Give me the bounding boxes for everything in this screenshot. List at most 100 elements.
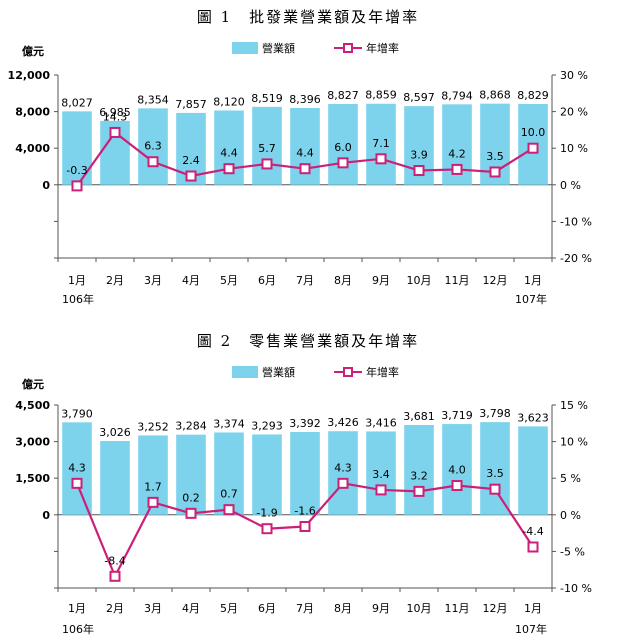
growth-point xyxy=(71,180,83,192)
growth-value-label: 4.2 xyxy=(448,147,466,160)
growth-value-label: 3.2 xyxy=(410,469,428,482)
growth-value-label: -0.3 xyxy=(66,164,87,177)
growth-value-label: 6.3 xyxy=(144,140,162,153)
bar xyxy=(518,426,548,515)
growth-value-label: 6.0 xyxy=(334,141,352,154)
growth-point xyxy=(527,142,539,154)
right-tick-label: 0 % xyxy=(560,509,581,522)
growth-value-label: 4.4 xyxy=(296,147,314,160)
legend-bar-swatch xyxy=(232,42,258,54)
category-label: 2月 xyxy=(106,602,124,615)
growth-point xyxy=(451,480,463,492)
growth-value-label: 4.4 xyxy=(220,147,238,160)
bar-value-label: 6,985 xyxy=(99,106,131,119)
category-label: 12月 xyxy=(483,602,508,615)
bar-value-label: 8,827 xyxy=(327,89,359,102)
growth-value-label: 7.1 xyxy=(372,137,390,150)
growth-value-label: 3.5 xyxy=(486,467,504,480)
bar-value-label: 3,284 xyxy=(175,420,207,433)
growth-point xyxy=(489,166,501,178)
growth-point xyxy=(375,484,387,496)
growth-value-label: 10.0 xyxy=(521,126,546,139)
category-label: 9月 xyxy=(372,602,390,615)
bar-value-label: 8,354 xyxy=(137,93,169,106)
growth-point xyxy=(185,507,197,519)
right-tick-label: -10 % xyxy=(560,215,592,228)
bar xyxy=(176,434,206,515)
bar-value-label: 3,681 xyxy=(403,410,435,423)
bar xyxy=(404,424,434,515)
chart-1-growth-labels: -0.3 14.3 6.3 2.4 4.4 5.7 4.4 6.0 7.1 3.9 4.2 3.5 10… xyxy=(66,110,545,176)
growth-value-label: 1.7 xyxy=(144,480,162,493)
bar-value-label: 8,829 xyxy=(517,89,549,102)
growth-point xyxy=(109,570,121,582)
growth-value-label: 3.4 xyxy=(372,468,390,481)
bar-value-label: 3,426 xyxy=(327,416,359,429)
right-tick-label: -5 % xyxy=(560,545,585,558)
category-label: 4月 xyxy=(182,274,200,287)
right-tick-label: -20 % xyxy=(560,252,592,265)
left-tick-label: 0 xyxy=(42,179,50,192)
growth-value-label: 2.4 xyxy=(182,154,200,167)
growth-point xyxy=(413,485,425,497)
category-label: 2月 xyxy=(106,274,124,287)
bar-value-label: 3,374 xyxy=(213,417,245,430)
bar-value-label: 8,120 xyxy=(213,96,245,109)
bar-value-label: 8,859 xyxy=(365,89,397,102)
right-tick-label: 10 % xyxy=(560,142,588,155)
right-tick-label: 10 % xyxy=(560,436,588,449)
chart-2-year-first: 106年 xyxy=(62,622,94,636)
chart-1-left-unit: 億元 xyxy=(22,44,44,58)
bar xyxy=(214,432,244,515)
bar xyxy=(62,422,92,515)
growth-value-label: 14.3 xyxy=(103,110,128,123)
right-tick-label: 20 % xyxy=(560,106,588,119)
growth-point xyxy=(261,523,273,535)
left-tick-label: 4,500 xyxy=(15,399,50,412)
bar-value-label: 3,798 xyxy=(479,407,511,420)
growth-value-label: 4.3 xyxy=(334,461,352,474)
legend-bar-label: 營業額 xyxy=(262,42,295,55)
bar-value-label: 7,857 xyxy=(175,98,207,111)
growth-value-label: 3.9 xyxy=(410,149,428,162)
growth-point xyxy=(223,504,235,516)
growth-point xyxy=(337,157,349,169)
bar-value-label: 8,794 xyxy=(441,89,473,102)
bar-value-label: 8,027 xyxy=(61,96,93,109)
bar-value-label: 3,416 xyxy=(365,416,397,429)
right-tick-label: 0 % xyxy=(560,179,581,192)
category-label: 8月 xyxy=(334,602,352,615)
left-tick-label: 4,000 xyxy=(15,142,50,155)
chart-1-axes: 0 4,000 8,000 12,000 -20 % -10 % 0 % 10 % 20 % 30… xyxy=(8,69,592,265)
bar xyxy=(480,422,510,515)
growth-point xyxy=(527,541,539,553)
left-tick-label: 1,500 xyxy=(15,472,50,485)
chart-2: 圖 2 零售業營業額及年增率 億元 營業額 年增率 0 1,500 3,000 4,5… xyxy=(15,332,592,636)
bar-value-label: 3,623 xyxy=(517,411,549,424)
right-tick-label: 5 % xyxy=(560,472,581,485)
chart-2-left-unit: 億元 xyxy=(22,377,44,391)
growth-value-label: 4.3 xyxy=(68,461,86,474)
chart-1: 圖 1 批發業營業額及年增率 億元 營業額 年增率 0 4,000 8,000 12,… xyxy=(8,8,592,306)
bar-value-label: 8,597 xyxy=(403,91,435,104)
chart-2-year-last: 107年 xyxy=(515,622,547,636)
bar xyxy=(366,103,396,185)
category-label: 10月 xyxy=(407,274,432,287)
chart-2-categories: 1月 2月 3月 4月 5月 6月 7月 8月 9月 10月 11月 12月 1月 xyxy=(68,602,542,615)
chart-2-legend: 營業額 年增率 xyxy=(232,365,399,379)
bar-value-label: 8,868 xyxy=(479,89,511,102)
category-label: 3月 xyxy=(144,602,162,615)
growth-value-label: 5.7 xyxy=(258,142,276,155)
left-tick-label: 3,000 xyxy=(15,436,50,449)
growth-point xyxy=(147,496,159,508)
legend-line-label: 年增率 xyxy=(366,365,399,379)
chart-1-bar-labels: 8,027 6,985 8,354 7,857 8,120 8,519 8,396 8,827… xyxy=(61,89,549,119)
category-label: 1月 xyxy=(68,274,86,287)
bar-value-label: 3,026 xyxy=(99,426,131,439)
chart-1-year-last: 107年 xyxy=(515,292,547,306)
growth-value-label: -1.6 xyxy=(294,505,315,518)
growth-point xyxy=(109,126,121,138)
chart-2-bars xyxy=(62,422,548,515)
bar-value-label: 8,396 xyxy=(289,93,321,106)
